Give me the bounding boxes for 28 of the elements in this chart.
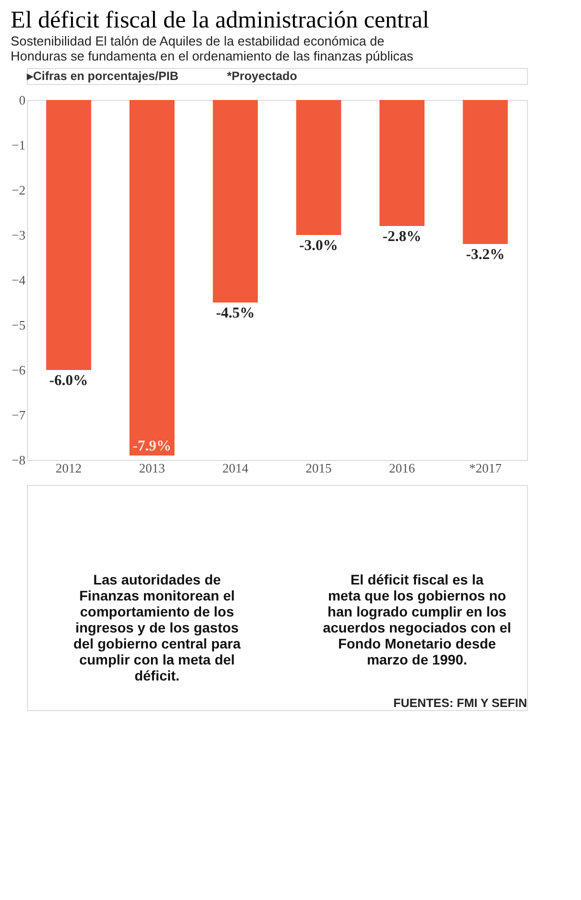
y-tick-label: −8: [12, 452, 26, 468]
y-tick-label: −5: [12, 318, 26, 332]
chart-subtitle: Sostenibilidad El talón de Aquiles de la estabilidad económica de Honduras se fundamenta en el ordenamiento de las finanzas públicas: [10, 34, 414, 64]
data-label: -7.9%: [132, 438, 172, 454]
x-tick-label: 2016: [389, 460, 416, 476]
y-tick-label: 0: [19, 92, 26, 108]
y-tick-label: −4: [12, 272, 26, 288]
text: *Proyectado: [227, 69, 298, 83]
data-label: -6.0%: [49, 373, 88, 389]
data-label: -4.5%: [216, 306, 255, 322]
y-tick-label: −6: [12, 362, 26, 378]
y-tick-label: −3: [12, 228, 26, 242]
chart-title: El déficit fiscal de la administración central: [10, 8, 430, 34]
source-note: FUENTES: FMI Y SEFIN: [393, 696, 527, 710]
x-tick-label: 2012: [56, 460, 82, 476]
y-tick-label: −1: [12, 138, 26, 152]
x-tick-label: 2015: [306, 460, 332, 476]
x-tick-label: *2017: [469, 460, 502, 476]
x-tick-label: 2013: [139, 460, 165, 476]
text: ▸Cifras en porcentajes/PIB: [26, 69, 179, 83]
y-tick-label: −2: [12, 182, 26, 198]
x-tick-label: 2014: [222, 460, 249, 476]
text: El déficit fiscal es la meta que los gobiernos no han logrado cumplir en los acuerdos negociados con el Fondo Monetario desde marzo de 1990.: [322, 572, 512, 668]
data-label: -2.8%: [382, 229, 422, 245]
text: Las autoridades de Finanzas monitorean el comportamiento de los ingresos y de los gastos del gobierno central para cumplir con la meta del déficit.: [73, 572, 241, 684]
data-label: -3.2%: [466, 247, 505, 263]
data-label: -3.0%: [299, 238, 338, 254]
y-tick-label: −7: [12, 408, 26, 422]
